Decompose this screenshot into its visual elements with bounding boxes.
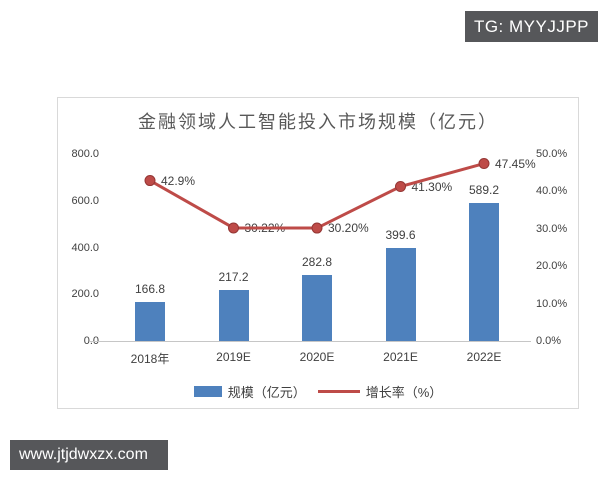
legend-label-scale: 规模（亿元） <box>227 385 306 400</box>
y-axis-left-tick: 800.0 <box>71 148 99 160</box>
bar-series-swatch-icon <box>193 386 222 397</box>
growth-value-label: 42.9% <box>161 173 196 188</box>
growth-value-label: 47.45% <box>495 156 536 171</box>
growth-value-label: 41.30% <box>411 179 453 194</box>
line-series-swatch-icon <box>317 390 360 393</box>
chart-title: 金融领域人工智能投入市场规模（亿元） <box>138 112 498 132</box>
y-axis-right-tick: 20.0% <box>536 260 568 273</box>
line-marker-icon <box>478 158 490 170</box>
plot-area: 800.0 600.0 400.0 200.0 0.0 50.0% 40.0% 30.0% 20… <box>58 98 578 408</box>
bar <box>302 274 332 341</box>
growth-value-label: 30.22% <box>244 220 286 235</box>
line-marker-icon <box>144 175 156 187</box>
legend-item-growth: 增长率（%） <box>317 382 443 401</box>
growth-line-path <box>149 162 485 230</box>
legend: 规模（亿元） 增长率（%） <box>58 382 578 401</box>
line-marker-icon <box>334 387 344 397</box>
y-axis-left-tick: 600.0 <box>71 194 99 207</box>
y-axis-right-tick: 10.0% <box>536 297 568 310</box>
growth-value-label: 30.20% <box>328 221 369 236</box>
legend-label-growth: 增长率（%） <box>365 385 443 400</box>
legend-item-scale: 规模（亿元） <box>193 382 306 401</box>
bar-value-label: 282.8 <box>301 254 333 269</box>
bar-value-label: 217.2 <box>218 270 249 285</box>
y-axis-right-tick: 50.0% <box>536 148 568 160</box>
x-axis-label: 2018年 <box>130 352 170 366</box>
x-axis-label: 2022E <box>466 350 502 364</box>
tg-badge: TG: MYYJJPP <box>465 11 598 42</box>
bar <box>385 247 416 341</box>
y-axis-left-tick: 200.0 <box>71 288 99 301</box>
x-axis-line <box>89 341 531 342</box>
x-axis-label: 2019E <box>216 350 251 364</box>
bar-value-label: 166.8 <box>134 282 166 296</box>
y-axis-right-tick: 30.0% <box>536 222 568 235</box>
y-axis-right-tick: 0.0% <box>536 335 562 347</box>
bar-value-label: 589.2 <box>468 183 500 198</box>
bar <box>135 302 165 341</box>
bar-value-label: 399.6 <box>385 227 416 242</box>
chart-panel: 金融领域人工智能投入市场规模（亿元） 800.0 600.0 400.0 200.0 0… <box>57 97 579 409</box>
x-axis-label: 2020E <box>299 350 335 364</box>
bar <box>218 290 249 341</box>
x-axis-label: 2021E <box>383 350 418 364</box>
line-marker-icon <box>311 222 323 234</box>
site-badge: www.jtjdwxzx.com <box>10 440 168 470</box>
line-marker-icon <box>228 222 239 234</box>
y-axis-left-tick: 400.0 <box>71 241 99 254</box>
y-axis-right-tick: 40.0% <box>536 185 568 198</box>
line-marker-icon <box>395 181 406 193</box>
bar <box>469 203 499 341</box>
